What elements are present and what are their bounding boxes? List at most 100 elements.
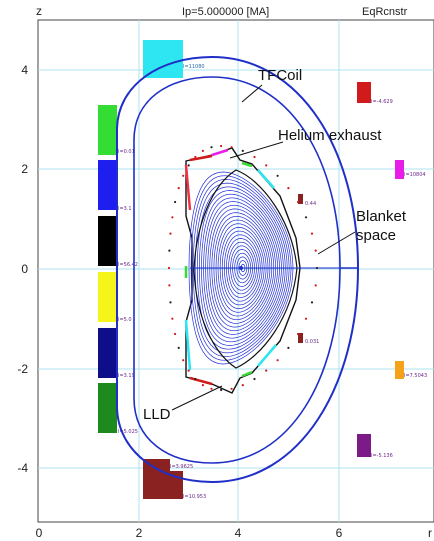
grid-lines: [38, 20, 434, 522]
wall-point: [241, 384, 244, 387]
wall-points: [167, 144, 319, 392]
wall-point: [304, 317, 308, 320]
flux-surface: [188, 171, 294, 365]
div-upper-strike-1: [189, 154, 213, 162]
pf-label-bot-2: I=10.953: [183, 494, 206, 500]
tfcoil-pointer: [241, 84, 263, 103]
cs-coil-1: [98, 105, 117, 155]
wall-point: [220, 144, 223, 148]
wall-point: [310, 301, 314, 304]
wall-point: [174, 332, 177, 336]
wall-point: [220, 388, 223, 392]
wall-point: [194, 155, 197, 159]
wall-point: [304, 216, 308, 219]
x-tick-0: 0: [36, 526, 43, 540]
wall-point: [201, 384, 204, 387]
wall-point: [167, 266, 171, 270]
wall-point: [187, 369, 190, 372]
wall-point: [310, 232, 314, 235]
pf-coil-right-mid: [395, 160, 404, 179]
pf-coil-right-top: [357, 82, 371, 103]
wall-point: [253, 155, 256, 159]
wall-point: [169, 232, 172, 235]
pf-coil-right-bot: [357, 434, 371, 457]
cs-label-5: I=3.19: [118, 373, 135, 379]
wall-point: [168, 249, 171, 252]
pf-label-right-bot: I=-5.136: [371, 453, 393, 459]
pf-label-right-low: I=7.5043: [404, 373, 427, 379]
div-lower-inner: [184, 319, 192, 371]
pf-label-right-mid: I=10804: [404, 172, 426, 178]
pf-coil-bot-1: [143, 459, 170, 471]
x-tick-2: 2: [136, 526, 143, 540]
wall-point: [182, 174, 185, 177]
x-tick-4: 4: [235, 526, 242, 540]
y-tick-m2: -2: [17, 362, 28, 376]
small-label-lower: 0.031: [305, 339, 319, 345]
y-tick-4: 4: [21, 63, 28, 77]
pf-coil-bot-2: [143, 471, 183, 499]
wall-point: [315, 266, 319, 270]
pf-coil-right-low: [395, 361, 404, 379]
wall-point: [168, 284, 171, 287]
cs-label-4: I=5.0: [118, 317, 132, 323]
wall-point: [201, 149, 204, 152]
app-name: EqRcnstr: [362, 6, 408, 18]
y-tick-0: 0: [21, 262, 28, 276]
wall-point: [241, 149, 244, 152]
tfcoil-label: TFCoil: [258, 67, 302, 84]
cs-coil-6: [98, 383, 117, 433]
wall-point: [287, 187, 290, 190]
wall-point: [194, 377, 197, 381]
wall-point: [230, 146, 233, 149]
wall-point: [296, 332, 300, 336]
wall-point: [182, 359, 185, 362]
cs-coil-5: [98, 328, 117, 378]
div-lower-strike-1: [189, 376, 213, 386]
central-solenoid: [98, 105, 117, 433]
div-upper-strike-3: [241, 161, 253, 168]
wall-point: [210, 146, 213, 149]
wall-point: [314, 249, 317, 252]
blanket-label-2: space: [356, 227, 396, 244]
x-axis-label-partial: r: [428, 526, 432, 540]
wall-point: [210, 387, 213, 390]
small-coil-lower: [298, 333, 303, 343]
y-tick-2: 2: [21, 162, 28, 176]
magnetic-axis: [239, 266, 243, 270]
helium-label: Helium exhaust: [278, 127, 382, 144]
wall-point: [177, 187, 180, 190]
div-upper-strike-2: [211, 148, 229, 157]
plot-title: Ip=5.000000 [MA]: [182, 6, 269, 18]
wall-point: [177, 346, 180, 349]
div-lower-outer: [257, 344, 277, 367]
cs-label-3: I=56.42: [118, 262, 138, 268]
lld-pointer: [171, 385, 223, 411]
pf-label-top: I=11080: [183, 64, 205, 70]
pf-label-bot-1: I=3.9625: [170, 464, 193, 470]
div-upper-outer: [257, 169, 275, 189]
z-axis-label: z: [36, 4, 42, 18]
wall-point: [276, 174, 279, 177]
wall-point: [230, 387, 233, 390]
blanket-pointer: [317, 231, 356, 255]
y-tick-m4: -4: [17, 461, 28, 475]
div-lower-strike-2: [241, 370, 253, 378]
blanket-label-1: Blanket: [356, 208, 407, 225]
cs-coil-4: [98, 272, 117, 322]
wall-point: [276, 359, 279, 362]
wall-point: [174, 200, 177, 204]
wall-point: [171, 216, 174, 219]
cs-coil-2: [98, 160, 117, 210]
cs-label-6: I=5.025: [118, 429, 138, 435]
pf-coil-top: [143, 40, 183, 78]
cs-coil-3: [98, 216, 117, 266]
helium-pointer: [229, 141, 284, 159]
x-tick-6: 6: [336, 526, 343, 540]
wall-point: [265, 164, 268, 167]
wall-point: [296, 200, 300, 204]
wall-point: [287, 346, 290, 349]
wall-point: [314, 284, 317, 287]
wall-point: [253, 377, 256, 381]
